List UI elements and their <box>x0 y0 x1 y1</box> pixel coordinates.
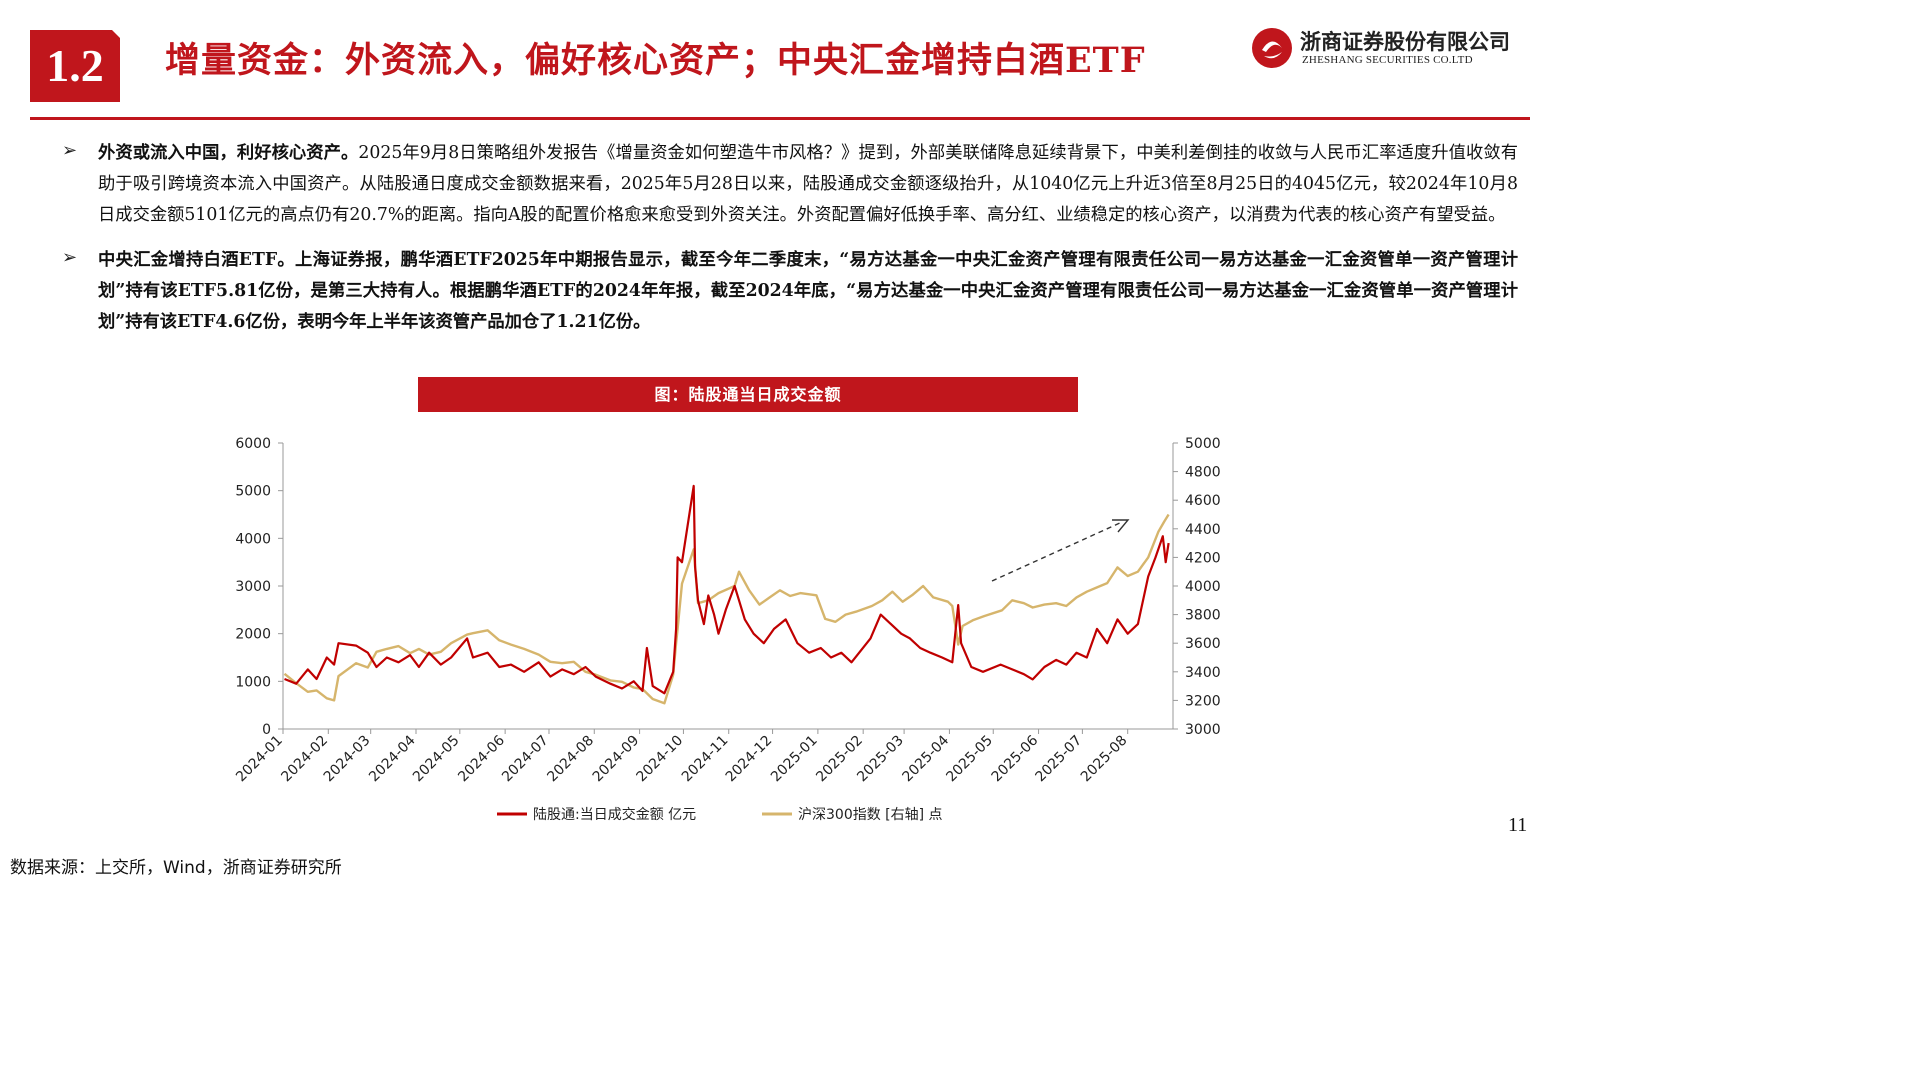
badge-notch <box>112 30 124 42</box>
chart-title-banner: 图：陆股通当日成交金额 <box>418 377 1078 412</box>
x-axis-tick-label: 2024-12 <box>723 733 776 786</box>
logo-company-name-en: ZHESHANG SECURITIES CO.LTD <box>1302 54 1473 66</box>
right-axis-tick-label: 4800 <box>1185 465 1221 481</box>
left-axis-tick-label: 0 <box>262 722 271 738</box>
x-axis-tick-label: 2024-05 <box>410 733 463 786</box>
x-axis-tick-label: 2024-11 <box>679 733 732 786</box>
left-axis-tick-label: 6000 <box>235 436 271 452</box>
turnover-chart: 0 1000 2000 3000 4000 5000 6000 3000 3200 3400 360… <box>233 436 1221 823</box>
bullet-body: 2025年9月8日策略组外发报告《增量资金如何塑造牛市风格？》提到，外部美联储降… <box>98 143 1518 225</box>
x-axis-tick-label: 2024-10 <box>634 733 687 786</box>
bullet-lead: 外资或流入中国，利好核心资产。 <box>98 143 359 163</box>
left-axis-tick-label: 5000 <box>235 484 271 500</box>
bullet-body: 上海证券报，鹏华酒ETF2025年中期报告显示，截至今年二季度末，“易方达基金一… <box>98 250 1518 332</box>
bullet-lead: 中央汇金增持白酒ETF。 <box>98 250 296 270</box>
x-axis-tick-label: 2024-03 <box>321 733 374 786</box>
right-axis-tick-label: 4200 <box>1185 550 1221 566</box>
right-axis-tick-label: 4400 <box>1185 522 1221 538</box>
left-axis-tick-label: 3000 <box>235 579 271 595</box>
bullet-arrow-icon: ➢ <box>62 140 78 161</box>
x-axis-tick-label: 2024-04 <box>366 732 419 785</box>
legend-label: 陆股通:当日成交金额 亿元 <box>533 806 696 823</box>
right-axis-tick-label: 3800 <box>1185 608 1221 624</box>
section-number-badge: 1.2 <box>30 30 120 102</box>
x-axis-tick-label: 2024-08 <box>544 733 597 786</box>
page-number: 11 <box>1508 814 1528 836</box>
right-axis-tick-label: 3000 <box>1185 722 1221 738</box>
x-axis-tick-label: 2024-07 <box>499 733 552 786</box>
right-axis-tick-label: 4000 <box>1185 579 1221 595</box>
x-axis-tick-label: 2024-09 <box>590 733 643 786</box>
left-axis-tick-label: 2000 <box>235 627 271 643</box>
legend-label: 沪深300指数 [右轴] 点 <box>798 807 943 823</box>
x-axis-tick-label: 2025-04 <box>900 732 953 785</box>
left-axis-tick-label: 1000 <box>235 674 271 690</box>
bullet-arrow-icon: ➢ <box>62 247 78 268</box>
x-axis-tick-label: 2024-06 <box>455 732 508 785</box>
bullet-item-foreign-capital: ➢ 外资或流入中国，利好核心资产。2025年9月8日策略组外发报告《增量资金如何… <box>58 138 1518 231</box>
trend-arrow-head-icon <box>1112 519 1130 533</box>
x-axis-tick-label: 2025-01 <box>768 733 821 786</box>
x-axis-tick-label: 2025-06 <box>989 732 1042 785</box>
bullet-text: 外资或流入中国，利好核心资产。2025年9月8日策略组外发报告《增量资金如何塑造… <box>98 138 1518 231</box>
right-axis-tick-label: 3400 <box>1185 665 1221 681</box>
data-source-note: 数据来源：上交所，Wind，浙商证券研究所 <box>10 858 342 878</box>
right-axis-tick-label: 5000 <box>1185 436 1221 452</box>
x-axis-tick-label: 2024-01 <box>233 733 286 786</box>
bullet-item-central-huijin: ➢ 中央汇金增持白酒ETF。上海证券报，鹏华酒ETF2025年中期报告显示，截至… <box>58 245 1518 338</box>
bullet-list: ➢ 外资或流入中国，利好核心资产。2025年9月8日策略组外发报告《增量资金如何… <box>58 138 1518 352</box>
x-axis-tick-label: 2025-08 <box>1078 733 1131 786</box>
left-axis-tick-label: 4000 <box>235 531 271 547</box>
page-title: 增量资金：外资流入，偏好核心资产；中央汇金增持白酒ETF <box>165 40 1146 81</box>
x-axis-tick-label: 2025-05 <box>943 733 996 786</box>
logo-company-name-cn: 浙商证券股份有限公司 <box>1300 30 1510 54</box>
logo-mark-icon <box>1252 28 1292 68</box>
right-axis-tick-label: 3600 <box>1185 636 1221 652</box>
right-axis-tick-label: 3200 <box>1185 693 1221 709</box>
header-rule <box>30 117 1530 120</box>
company-logo: 浙商证券股份有限公司 ZHESHANG SECURITIES CO.LTD <box>1252 28 1532 74</box>
bullet-text: 中央汇金增持白酒ETF。上海证券报，鹏华酒ETF2025年中期报告显示，截至今年… <box>98 245 1518 338</box>
x-axis-tick-label: 2025-07 <box>1033 733 1086 786</box>
right-axis-tick-label: 4600 <box>1185 493 1221 509</box>
series-line-northbound-turnover <box>284 484 1170 695</box>
trend-arrow-shaft <box>991 521 1123 582</box>
